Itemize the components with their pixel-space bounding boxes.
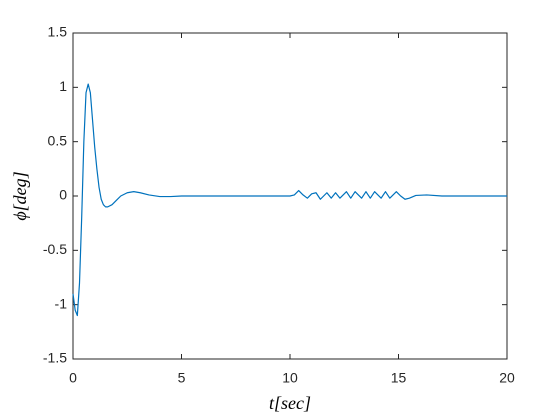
line	[72, 83, 507, 317]
y-tick-label: 0	[59, 187, 67, 203]
y-tick-label: -0.5	[43, 241, 67, 257]
x-axis-label: t[sec]	[269, 393, 311, 413]
y-tick-label: 1	[59, 78, 67, 94]
y-tick-label: -1.5	[43, 350, 67, 366]
y-tick-label: 0.5	[48, 132, 68, 148]
y-tick-label: 1.5	[48, 24, 68, 40]
x-tick-label: 5	[178, 370, 186, 386]
y-tick-label: -1	[55, 295, 68, 311]
x-tick-label: 10	[282, 370, 298, 386]
y-axis-label: ϕ[deg]	[10, 171, 30, 220]
x-tick-label: 20	[499, 370, 515, 386]
x-tick-label: 15	[391, 370, 407, 386]
x-tick-label: 0	[69, 370, 77, 386]
